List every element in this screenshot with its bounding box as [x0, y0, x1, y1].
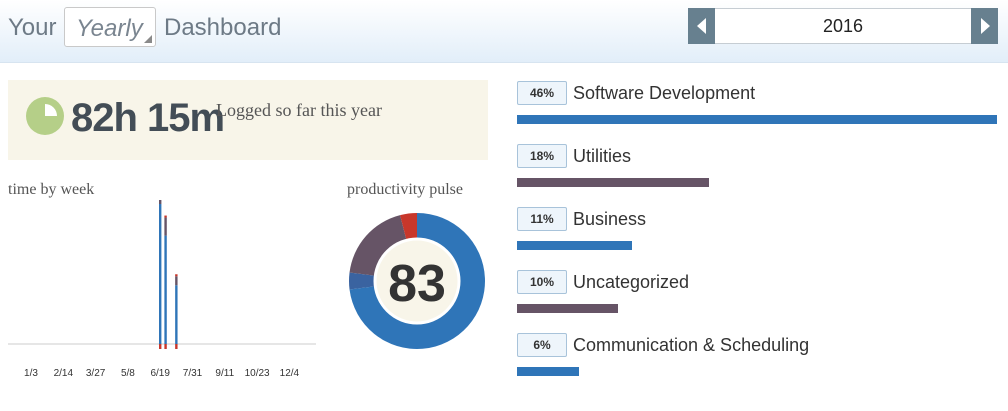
category-bar: [517, 241, 632, 250]
period-select-value: Yearly: [76, 15, 143, 42]
category-bar: [517, 304, 618, 313]
category-item[interactable]: 6% Communication & Scheduling: [517, 333, 999, 387]
pulse-segment: [400, 213, 417, 241]
week-bar-segment: [164, 217, 167, 236]
pulse-segment: [349, 272, 376, 290]
week-bar-segment: [159, 200, 162, 204]
category-name: Uncategorized: [573, 272, 690, 292]
category-percent-badge: 10%: [517, 270, 567, 294]
logged-time-value: 82h 15m: [71, 96, 225, 140]
category-item[interactable]: 10% Uncategorized: [517, 270, 999, 324]
week-tick-label: 3/27: [86, 368, 106, 379]
year-navigator: 2016: [688, 8, 998, 44]
week-tick-label: 2/14: [54, 368, 74, 379]
week-bar-marker: [164, 344, 167, 349]
logged-time-label: Logged so far this year: [216, 100, 382, 120]
week-bar-marker: [159, 344, 162, 349]
week-tick-label: 1/3: [24, 368, 38, 379]
pulse-segment: [349, 213, 485, 349]
week-bar-segment: [159, 204, 162, 344]
category-name: Utilities: [573, 146, 632, 166]
week-bar-segment: [164, 235, 167, 344]
week-tick-label: 9/11: [215, 368, 234, 379]
week-bar-segment: [175, 276, 178, 286]
select-corner-icon: [144, 35, 152, 43]
period-select[interactable]: Yearly: [64, 7, 156, 47]
pulse-score: 83: [388, 255, 446, 313]
pulse-center: [373, 237, 461, 325]
arrow-left-icon: [697, 18, 706, 34]
next-year-button[interactable]: [971, 8, 998, 44]
week-bar-marker: [175, 344, 178, 349]
week-bar-segment: [175, 285, 178, 344]
category-percent-badge: 11%: [517, 207, 567, 231]
time-by-week-chart: 1/3 2/14 3/27 5/8 6/19 7/31 9/11 10/23 12/4: [8, 200, 316, 379]
category-percent-badge: 18%: [517, 144, 567, 168]
week-tick-label: 5/8: [121, 368, 135, 379]
category-item[interactable]: 46% Software Development: [517, 81, 999, 135]
category-item[interactable]: 11% Business: [517, 207, 999, 261]
week-tick-label: 6/19: [150, 368, 170, 379]
title-suffix: Dashboard: [164, 14, 282, 41]
title-prefix: Your: [8, 14, 57, 41]
category-name: Business: [573, 209, 647, 229]
logged-time-panel: 82h 15m Logged so far this year: [8, 80, 488, 160]
category-item[interactable]: 18% Utilities: [517, 144, 999, 198]
pulse-title: productivity pulse: [347, 181, 463, 198]
previous-year-button[interactable]: [688, 8, 715, 44]
week-tick-label: 10/23: [245, 368, 270, 379]
pulse-segment: [349, 215, 407, 276]
category-bar: [517, 367, 579, 376]
week-bar-segment: [164, 215, 167, 218]
category-name: Software Development: [573, 83, 756, 103]
week-tick-label: 12/4: [280, 368, 300, 379]
category-bar: [517, 115, 997, 124]
productivity-pulse-chart: 83: [349, 213, 485, 349]
week-bar-segment: [175, 274, 178, 277]
arrow-right-icon: [981, 18, 990, 34]
category-percent-badge: 6%: [517, 333, 567, 357]
week-chart-title: time by week: [8, 181, 95, 198]
dashboard-header: Your Yearly Dashboard 2016: [0, 0, 1008, 63]
category-percent-badge: 46%: [517, 81, 567, 105]
week-tick-label: 7/31: [183, 368, 203, 379]
category-name: Communication & Scheduling: [573, 335, 810, 355]
year-field[interactable]: 2016: [715, 8, 971, 44]
category-bar: [517, 178, 709, 187]
clock-icon: [26, 97, 64, 135]
